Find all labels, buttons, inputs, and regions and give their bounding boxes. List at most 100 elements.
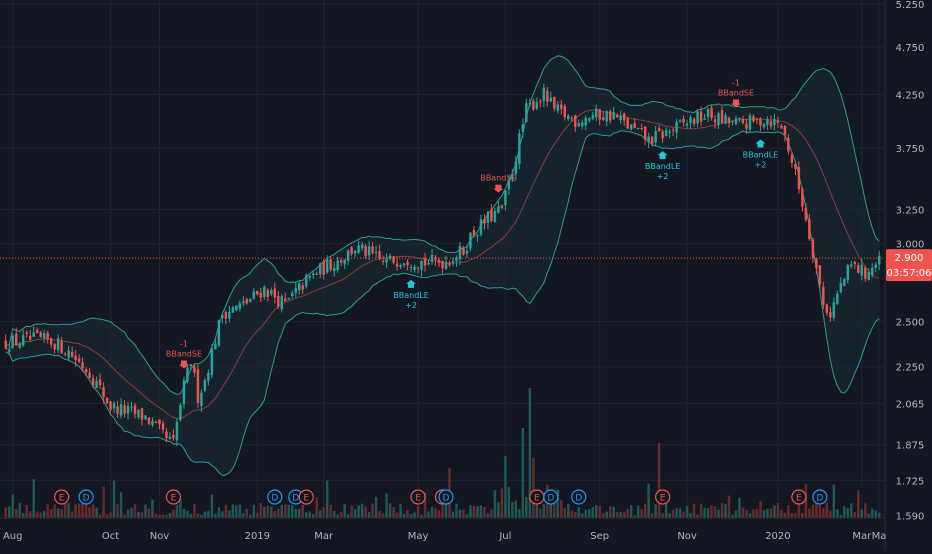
volume-bar (364, 506, 367, 518)
volume-bar (144, 504, 147, 518)
volume-bar (717, 509, 720, 518)
event-letter: D (443, 494, 450, 504)
candle-body (699, 111, 703, 122)
volume-bar (787, 505, 790, 518)
candle-body (832, 302, 836, 319)
candle-body (591, 114, 594, 120)
price-axis[interactable]: 5.250 4.750 4.250 3.750 3.250 3.000 2.500 2.250… (884, 0, 925, 550)
candle-body (311, 273, 315, 275)
long-signal-arrow (657, 151, 668, 160)
volume-bar (392, 507, 395, 518)
candle-body (60, 340, 63, 354)
candle-body (794, 163, 797, 169)
candle-body (727, 118, 731, 123)
candle-body (147, 417, 151, 424)
candle-body (350, 247, 353, 255)
candle-body (102, 387, 105, 398)
volume-bar (406, 510, 409, 518)
candle-body (25, 332, 28, 334)
candle-body (98, 379, 102, 385)
volume-bar (822, 507, 825, 518)
volume-bar (98, 514, 102, 518)
volume-bar (605, 511, 608, 518)
candle-body (374, 251, 378, 253)
volume-bar (801, 513, 804, 518)
candle-body (507, 180, 511, 190)
candle-body (367, 246, 371, 256)
volume-bar (724, 503, 727, 518)
long-signal-arrow (406, 279, 417, 288)
volume-bar (308, 511, 311, 518)
candle-body (769, 121, 773, 127)
volume-bar (56, 508, 60, 518)
event-letter: D (83, 494, 90, 504)
volume-bar (224, 504, 228, 518)
candle-body (277, 295, 280, 307)
volume-bar (420, 514, 423, 518)
volume-bar (647, 483, 650, 518)
candle-body (486, 211, 490, 224)
signal-label: BBandLE (743, 150, 779, 159)
volume-bar (710, 505, 713, 518)
signal-qty: +2 (405, 301, 417, 310)
volume-bar (472, 505, 476, 518)
candle-body (563, 106, 567, 118)
y-tick-label: 2.500 (896, 318, 925, 329)
volume-bar (444, 504, 448, 518)
candle-body (864, 267, 867, 279)
volume-bar (311, 514, 315, 518)
candle-body (556, 104, 560, 111)
short-signal-arrow (178, 360, 189, 369)
candle-body (231, 307, 235, 313)
volume-bar (298, 508, 301, 518)
candle-body (245, 299, 249, 304)
candle-body (193, 366, 196, 373)
candle-body (581, 122, 584, 127)
volume-bar (556, 489, 560, 518)
volume-bar (126, 509, 130, 518)
volume-bar (581, 513, 584, 518)
volume-bar (18, 503, 21, 518)
volume-bar (643, 503, 647, 518)
volume-bar (469, 505, 472, 518)
dividend-marker (543, 489, 559, 505)
candle-body (493, 211, 497, 222)
candle-body (144, 415, 147, 420)
candle-body (724, 115, 727, 124)
volume-bar (263, 507, 266, 518)
volume-bar (8, 506, 11, 518)
volume-bar (465, 514, 469, 518)
volume-bar (836, 509, 839, 518)
earnings-marker (791, 489, 807, 505)
volume-bar (273, 510, 277, 518)
volume-bar (353, 509, 357, 518)
y-tick-label: 3.000 (896, 240, 925, 251)
candle-body (168, 436, 172, 440)
volume-bar (221, 511, 224, 518)
volume-bar (832, 484, 836, 518)
volume-bar (346, 514, 350, 518)
candle-body (77, 358, 81, 362)
candle-body (490, 209, 493, 222)
y-tick-label: 2.250 (896, 363, 925, 374)
volume-bar (504, 456, 507, 518)
time-axis[interactable]: Aug Oct Nov 2019 Mar May Jul Sep Nov 2020 Mar Ma (0, 517, 886, 542)
candle-body (465, 251, 469, 254)
volume-bar (182, 509, 186, 518)
volume-bar (399, 503, 402, 518)
candle-body (413, 266, 416, 270)
candle-body (878, 255, 881, 265)
candle-body (815, 258, 818, 269)
candle-body (483, 219, 486, 224)
candle-body (95, 380, 98, 388)
volume-bar (402, 513, 406, 518)
dividend-marker (438, 489, 454, 505)
volume-bar (277, 508, 280, 518)
volume-bar (588, 508, 591, 518)
volume-bar (476, 506, 479, 518)
dividend-marker (267, 489, 283, 505)
event-letter: E (59, 494, 65, 504)
volume-bar (490, 509, 493, 518)
